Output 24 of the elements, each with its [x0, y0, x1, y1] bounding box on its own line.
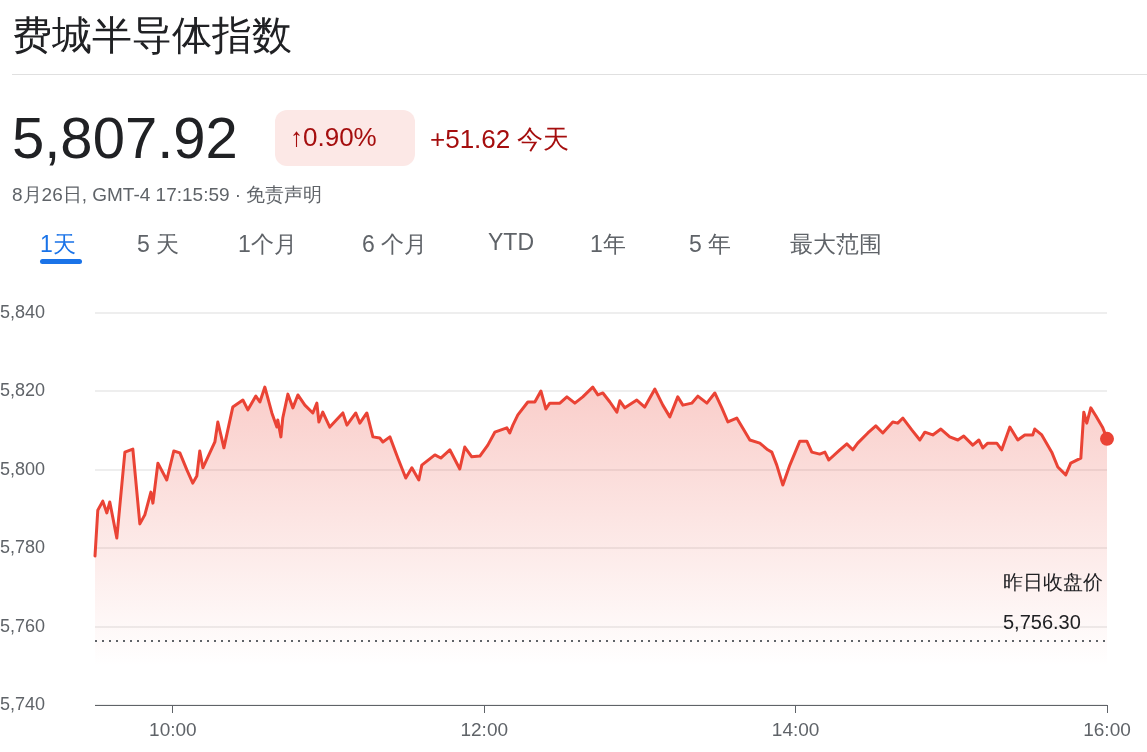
text: 1个月	[238, 230, 297, 259]
chart-title: 费城半导体指数	[12, 12, 292, 59]
y-tick-label: 5,740	[0, 693, 46, 714]
text: 6 个月	[362, 230, 428, 259]
text: YTD	[488, 229, 534, 256]
text: 1年	[590, 230, 626, 259]
text: 5,807.92	[12, 104, 238, 171]
x-tick-label: 14:00	[771, 718, 820, 740]
ref-line-label: 昨日收盘价 5,756.30	[1003, 571, 1103, 634]
y-tick-label: 5,760	[0, 615, 46, 636]
y-tick-label: 5,780	[0, 537, 46, 558]
text: +51.62 今天	[430, 123, 570, 156]
y-tick-label: 5,800	[0, 458, 46, 479]
text: 8月26日, GMT-4 17:15:59 · 免责声明	[12, 183, 323, 207]
x-tick-label: 16:00	[1083, 718, 1131, 740]
text: 最大范围	[790, 230, 882, 259]
x-tick-label: 12:00	[460, 718, 508, 740]
x-tick-label: 10:00	[149, 718, 197, 740]
text: 5 年	[689, 230, 732, 259]
y-tick-label: 5,840	[0, 301, 46, 322]
text: ↑0.90%	[290, 122, 377, 153]
y-tick-label: 5,820	[0, 380, 46, 401]
text: 1天	[40, 230, 76, 259]
text: 5 天	[137, 230, 180, 259]
